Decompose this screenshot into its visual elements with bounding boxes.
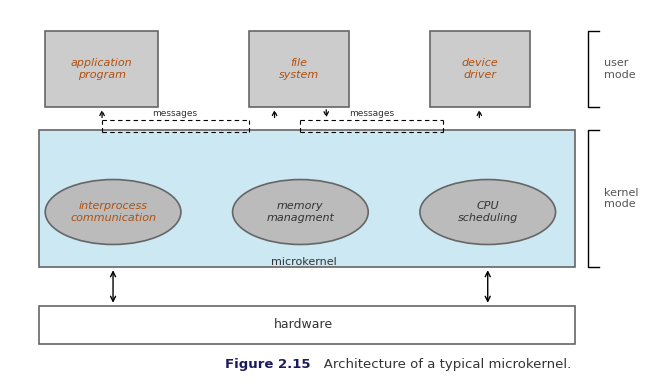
FancyBboxPatch shape bbox=[45, 31, 158, 107]
Text: microkernel: microkernel bbox=[271, 257, 337, 267]
Text: messages: messages bbox=[152, 109, 197, 118]
Text: memory
managment: memory managment bbox=[266, 201, 335, 223]
FancyBboxPatch shape bbox=[430, 31, 530, 107]
Ellipse shape bbox=[420, 180, 556, 244]
FancyBboxPatch shape bbox=[249, 31, 349, 107]
Ellipse shape bbox=[233, 180, 368, 244]
Text: hardware: hardware bbox=[274, 318, 333, 331]
Text: user
mode: user mode bbox=[604, 58, 636, 79]
FancyBboxPatch shape bbox=[39, 306, 575, 344]
Text: messages: messages bbox=[349, 109, 394, 118]
Text: device
driver: device driver bbox=[461, 58, 498, 79]
Text: application
program: application program bbox=[71, 58, 132, 79]
Text: file
system: file system bbox=[278, 58, 319, 79]
Text: interprocess
communication: interprocess communication bbox=[70, 201, 156, 223]
Text: Figure 2.15: Figure 2.15 bbox=[225, 358, 310, 371]
Text: kernel
mode: kernel mode bbox=[604, 188, 638, 209]
Text: CPU
scheduling: CPU scheduling bbox=[457, 201, 518, 223]
Text: Architecture of a typical microkernel.: Architecture of a typical microkernel. bbox=[311, 358, 571, 371]
FancyBboxPatch shape bbox=[39, 130, 575, 267]
Ellipse shape bbox=[45, 180, 181, 244]
